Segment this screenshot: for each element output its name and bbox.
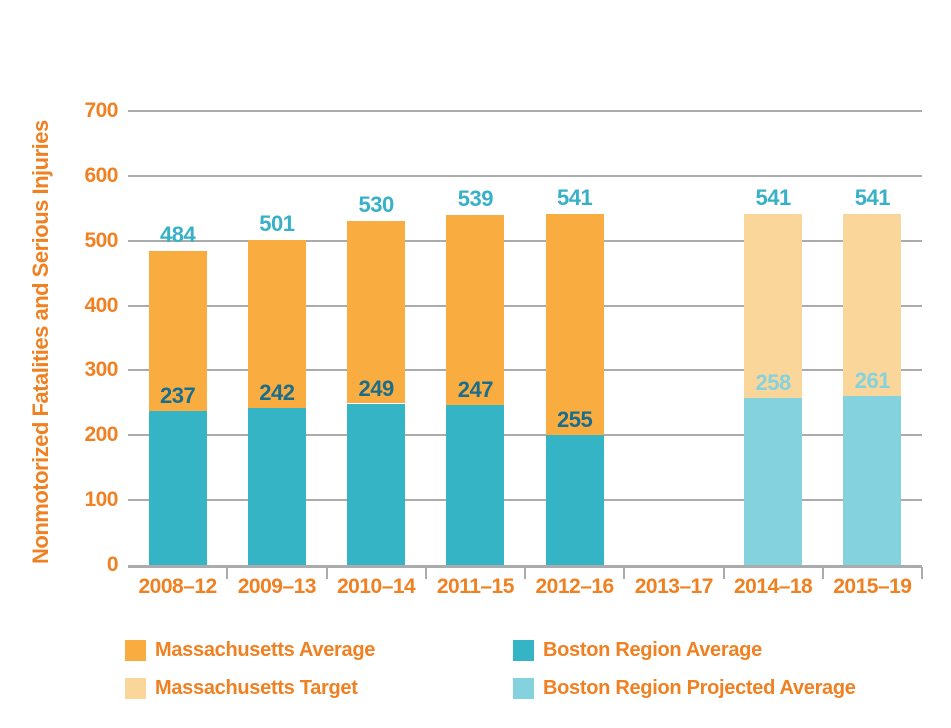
y-axis-tick-label: 0 <box>106 553 119 576</box>
y-axis-tick-label: 300 <box>84 358 118 382</box>
boston-value-label: 255 <box>557 407 593 433</box>
legend-label: Boston Region Average <box>543 639 762 661</box>
y-axis-tick-label: 400 <box>84 293 118 317</box>
legend-item-massachusetts-target: Massachusetts Target <box>125 678 358 699</box>
gridline <box>128 369 922 372</box>
massachusetts-average-bar-segment <box>446 215 505 405</box>
total-value-label: 541 <box>755 185 792 211</box>
boston-region-average-swatch <box>513 640 534 661</box>
legend-item-boston-region-average: Boston Region Average <box>513 640 762 661</box>
boston-region-projected-average-swatch <box>513 678 534 699</box>
boston-value-label: 242 <box>259 380 295 406</box>
x-axis-category-label: 2015–19 <box>833 575 912 598</box>
total-value-label: 541 <box>854 185 891 211</box>
y-axis-tick-label: 700 <box>84 99 118 122</box>
legend-item-massachusetts-average: Massachusetts Average <box>125 640 375 661</box>
y-axis-tick-label: 500 <box>84 228 118 252</box>
x-axis-category-label: 2010–14 <box>336 575 416 598</box>
x-axis-tick <box>325 567 328 579</box>
massachusetts-average-bar-segment <box>545 214 604 436</box>
total-value-label: 539 <box>457 186 494 212</box>
x-axis-tick <box>623 567 626 579</box>
boston-average-bar-segment <box>446 404 505 565</box>
gridline <box>128 174 922 177</box>
x-axis-tick <box>722 567 725 579</box>
boston-projected-bar-segment <box>843 395 902 565</box>
x-axis-category-label: 2011–15 <box>436 575 515 598</box>
boston-value-label: 237 <box>160 383 196 409</box>
boston-projected-bar-segment <box>744 397 803 565</box>
legend-label: Massachusetts Average <box>155 639 376 661</box>
x-axis-tick <box>921 567 923 579</box>
gridline <box>128 434 922 437</box>
boston-average-bar-segment <box>545 435 604 565</box>
boston-average-bar-segment <box>148 411 207 565</box>
massachusetts-average-bar-segment <box>347 221 406 404</box>
gridline <box>128 499 922 502</box>
x-axis-category-label: 2009–13 <box>237 575 317 598</box>
boston-value-label: 258 <box>755 369 792 395</box>
y-axis-tick-label: 100 <box>84 488 118 512</box>
x-axis-tick <box>226 567 229 579</box>
gridline <box>128 304 922 307</box>
boston-average-bar-segment <box>247 408 306 565</box>
massachusetts-target-bar-segment <box>843 214 902 396</box>
y-axis-tick-label: 600 <box>84 163 118 187</box>
boston-value-label: 247 <box>457 376 494 402</box>
x-axis-category-label: 2014–18 <box>733 575 813 598</box>
total-value-label: 530 <box>358 192 395 218</box>
total-value-label: 501 <box>259 211 295 237</box>
total-value-label: 541 <box>557 185 593 211</box>
boston-value-label: 249 <box>358 375 395 401</box>
legend-item-boston-region-projected-average: Boston Region Projected Average <box>513 678 856 699</box>
massachusetts-target-swatch <box>125 678 146 699</box>
legend-label: Boston Region Projected Average <box>543 677 856 699</box>
x-axis-tick <box>524 567 526 579</box>
massachusetts-average-swatch <box>125 640 146 661</box>
gridline <box>128 110 922 112</box>
x-axis-category-label: 2013–17 <box>634 575 714 598</box>
massachusetts-average-bar-segment <box>247 240 306 409</box>
massachusetts-average-bar-segment <box>148 251 207 412</box>
x-axis-category-label: 2012–16 <box>535 575 614 598</box>
massachusetts-target-bar-segment <box>744 214 803 398</box>
x-axis-tick <box>821 567 824 579</box>
x-axis-category-label: 2008–12 <box>138 575 217 598</box>
total-value-label: 484 <box>160 222 196 248</box>
boston-average-bar-segment <box>347 403 406 565</box>
legend-label: Massachusetts Target <box>155 677 358 699</box>
gridline <box>128 239 922 242</box>
x-axis-line <box>128 565 922 568</box>
boston-value-label: 261 <box>854 367 891 393</box>
x-axis-tick <box>424 567 427 579</box>
y-axis-tick-label: 200 <box>84 423 118 447</box>
